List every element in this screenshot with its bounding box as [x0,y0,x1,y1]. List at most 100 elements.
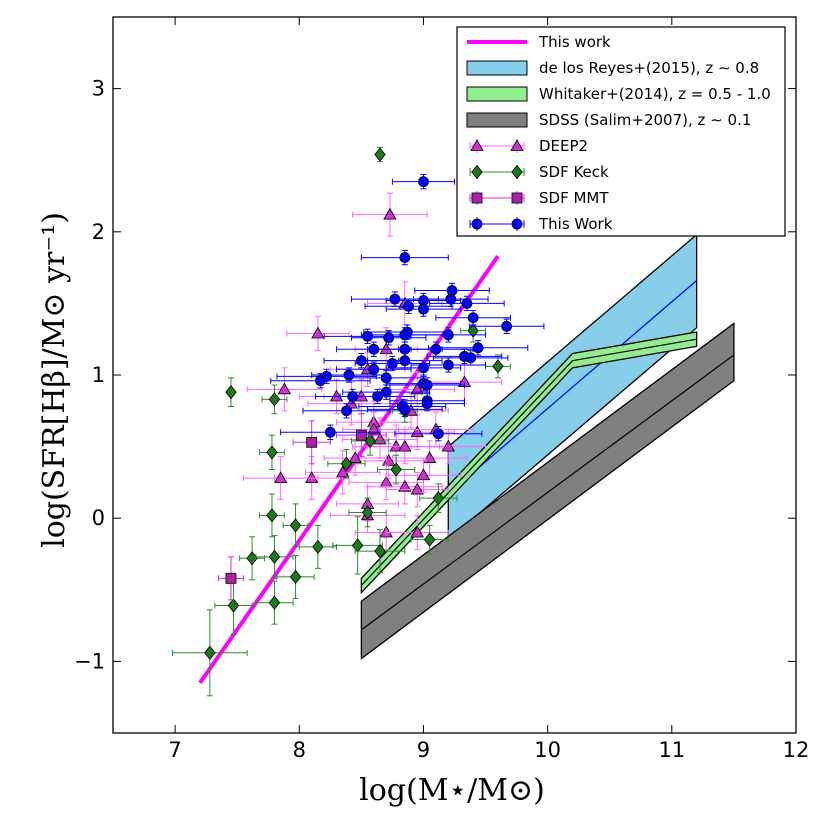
this-work-point [427,340,529,356]
deep2-point [385,457,462,493]
legend-item-deep2: DEEP2 [469,137,588,155]
sdf-mmt-point [336,413,387,458]
deep2-point [348,464,424,501]
band-whitaker-2014-z-0-5-1-0 [360,331,698,595]
legend-band-swatch [466,86,528,102]
sdf-keck-point [255,534,294,579]
deep2-marker [398,439,412,452]
deep2-marker [410,482,424,495]
sdf-mmt-marker [355,429,367,441]
this-work-marker [472,342,484,354]
sdf-keck-marker [312,539,324,554]
sdf-keck-point [460,318,487,343]
deep2-point [242,456,319,501]
y-axis-label: log(SFR[Hβ]/M⊙ yr⁻¹) [37,212,72,548]
sdf-keck-point [298,524,338,569]
this-work-marker [442,359,454,371]
sdf-keck-marker [432,491,445,506]
deep2-marker [277,382,292,395]
this-work-point [342,384,431,400]
this-work-marker [341,405,352,417]
this-work-marker [399,252,411,263]
this-work-point [394,426,483,442]
this-work-marker [387,358,398,369]
this-work-point [468,318,545,334]
legend-marker [471,192,483,204]
deep2-point [304,450,381,495]
legend-item-sdf-mmt: SDF MMT [469,189,609,207]
x-tick-label: 9 [417,738,430,762]
sdf-keck-point [374,146,386,163]
legend-item-this-work: This work [467,33,611,51]
this-work-marker [418,303,429,315]
this-work-point [385,301,462,317]
y-tick-label: 3 [92,77,105,101]
series-deep2 [242,192,503,551]
sdf-keck-point [259,493,285,538]
this-work-point [389,395,465,412]
sdf-keck-point [377,454,416,485]
this-work-point [410,327,487,343]
sdf-keck-marker [374,147,386,162]
deep2-marker [367,422,381,435]
this-work-marker [467,312,479,324]
sdf-keck-marker [266,445,278,460]
this-work-marker [403,300,414,312]
this-work-point [360,249,449,266]
deep2-marker [344,396,359,409]
deep2-point [385,514,449,551]
this-work-marker [362,330,373,342]
sdf-keck-point [485,354,511,379]
this-work-point [302,403,391,419]
y-tick-label: 2 [92,220,105,244]
legend-marker [470,139,484,151]
sdf-keck-point [172,609,248,697]
sdf-keck-point [225,377,237,408]
y-tick-label: −1 [74,649,105,673]
series-sdf-mmt [218,413,387,601]
deep2-point [286,315,350,352]
sdf-mmt-marker [225,572,237,584]
legend-label: SDF Keck [539,163,609,181]
this-work-marker [324,426,336,438]
this-work-marker [368,363,380,375]
legend-label: This work [538,33,611,51]
this-work-marker [461,297,473,309]
legend-marker [471,164,483,180]
this-work-marker [314,375,326,387]
deep2-marker [354,389,369,402]
sdf-keck-point [332,516,383,575]
legend-item-sdss-salim-2007-z-0-1: SDSS (Salim+2007), z ∼ 0.1 [466,111,751,129]
this-work-marker [380,386,392,398]
legend-items: This work de los Reyes+(2015), z ∼ 0.8 Whi… [466,33,771,233]
band-center-sdss-salim-2007-z-0-1 [361,354,735,631]
sdf-keck-marker [268,595,281,610]
this-work-marker [383,332,395,344]
series-sdf-keck [172,146,511,697]
sdf-keck-marker [225,385,237,400]
legend-label: SDSS (Salim+2007), z ∼ 0.1 [539,111,751,129]
this-work-point [435,310,511,326]
this-work-marker [418,362,429,374]
sdf-keck-point [261,384,288,415]
legend-label: This Work [538,215,613,233]
deep2-marker [398,479,412,492]
sdf-keck-marker [289,569,302,585]
deep2-marker [422,451,437,463]
legend-marker [510,139,524,151]
legend: This work de los Reyes+(2015), z ∼ 0.8 Whi… [456,26,786,237]
sdf-keck-marker [227,598,240,613]
this-work-marker [399,329,411,341]
deep2-marker [383,207,397,220]
sdf-keck-point [419,483,458,513]
legend-marker [511,192,523,204]
y-tick-label: 0 [92,506,105,530]
deep2-point [352,192,428,237]
sdf-keck-point [282,503,309,548]
this-work-point [389,377,465,393]
legend-item-this-work: This Work [469,215,613,233]
sdf-keck-point [350,426,390,456]
deep2-marker [416,468,431,481]
x-tick-label: 10 [534,738,561,762]
this-work-point [410,357,487,373]
